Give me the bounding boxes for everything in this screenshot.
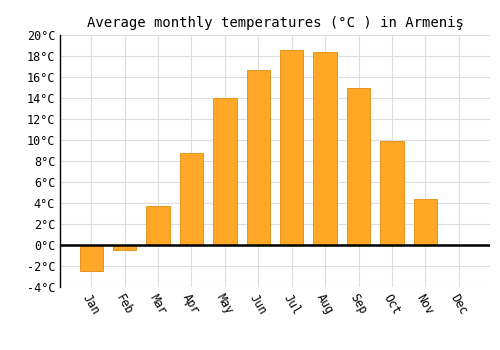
Bar (414, 199, 437, 245)
Bar (213, 98, 236, 245)
Bar (314, 52, 337, 245)
Bar (280, 50, 303, 245)
Bar (246, 70, 270, 245)
Bar (347, 88, 370, 245)
Bar (380, 141, 404, 245)
Bar (113, 245, 136, 250)
Title: Average monthly temperatures (°C ) in Armeniş: Average monthly temperatures (°C ) in Ar… (86, 16, 464, 30)
Bar (180, 153, 203, 245)
Bar (80, 245, 103, 271)
Bar (146, 206, 170, 245)
